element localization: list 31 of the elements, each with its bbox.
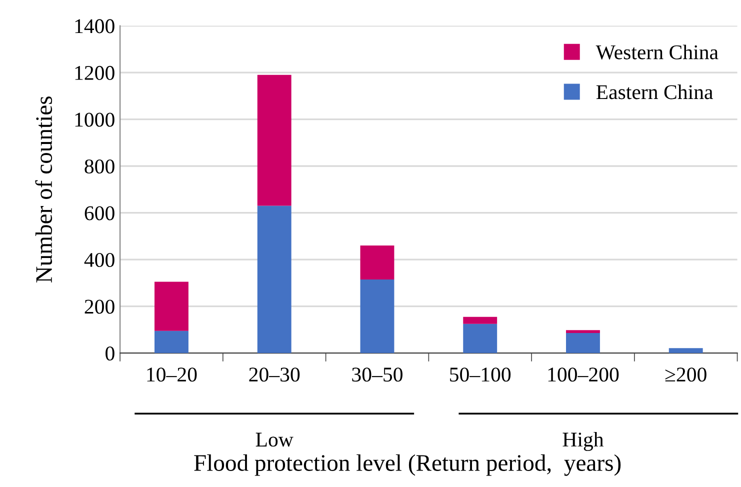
bar — [668, 348, 703, 354]
x-tick-label: 50–100 — [450, 368, 511, 382]
y-tick-label: 1400 — [75, 19, 114, 34]
x-tick-label: 10–20 — [147, 368, 197, 382]
bar — [566, 332, 600, 354]
bar — [154, 282, 188, 331]
y-tick-label: 200 — [84, 300, 114, 314]
bar — [463, 316, 498, 324]
x-tick-label: 30–50 — [352, 368, 402, 382]
y-axis-title: Number of counties — [35, 96, 52, 283]
y-tick-label: 400 — [84, 252, 114, 268]
y-tick-label: 1000 — [75, 112, 114, 127]
legend-label: Eastern China — [596, 84, 713, 100]
text: High — [562, 432, 604, 451]
bar — [566, 330, 600, 333]
bar — [257, 206, 292, 354]
text: Low — [256, 432, 294, 447]
x-tick-label: ≥200 — [665, 368, 706, 382]
bar — [360, 279, 394, 354]
y-tick-label: 0 — [106, 346, 114, 361]
bar — [257, 74, 292, 206]
x-tick-label: 100–200 — [548, 368, 619, 382]
x-axis-title: Flood protection level (Return period, years) — [194, 454, 621, 476]
bar — [154, 330, 188, 354]
x-tick-label: 20–30 — [249, 368, 300, 382]
legend-label: Western China — [596, 44, 718, 60]
bar — [463, 324, 498, 354]
y-tick-label: 800 — [84, 159, 114, 174]
y-tick-label: 1200 — [75, 66, 114, 80]
bar — [360, 246, 394, 280]
y-tick-label: 600 — [84, 206, 114, 220]
